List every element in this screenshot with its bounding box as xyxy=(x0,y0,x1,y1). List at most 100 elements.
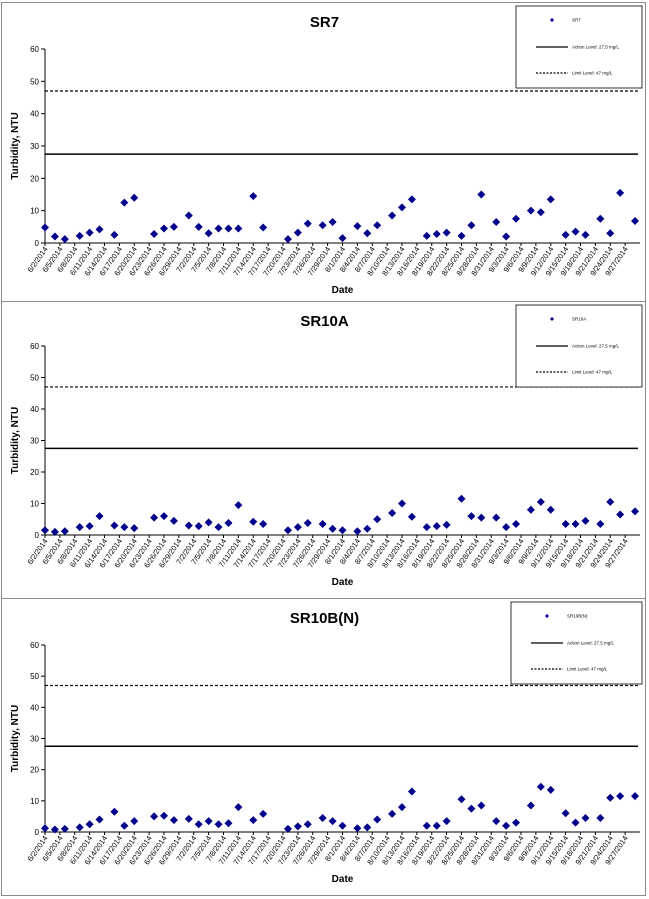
data-point xyxy=(60,235,69,244)
y-tick-label: 50 xyxy=(30,672,39,681)
data-point xyxy=(249,517,258,526)
data-point xyxy=(353,222,362,231)
data-point xyxy=(477,801,486,810)
data-point xyxy=(50,825,59,834)
data-point xyxy=(224,224,233,233)
data-point xyxy=(388,809,397,818)
data-point xyxy=(293,822,302,831)
data-point xyxy=(407,787,416,796)
data-point xyxy=(41,223,49,232)
data-point xyxy=(160,811,168,820)
data-point xyxy=(184,521,193,530)
data-point xyxy=(318,519,327,528)
data-point xyxy=(150,513,159,522)
data-point xyxy=(571,519,580,528)
legend-entry: Action Level: 27.5 mg/L xyxy=(572,344,620,349)
data-point xyxy=(616,188,625,197)
data-point xyxy=(616,792,625,801)
data-point xyxy=(363,823,372,832)
data-point xyxy=(526,206,535,215)
data-point xyxy=(283,824,292,833)
data-point xyxy=(150,229,159,238)
data-point xyxy=(110,230,119,239)
data-point xyxy=(477,190,486,199)
data-point xyxy=(467,221,476,230)
data-point xyxy=(85,522,94,531)
data-point xyxy=(234,501,243,510)
data-point xyxy=(110,521,119,530)
data-point xyxy=(631,507,640,516)
y-tick-label: 40 xyxy=(30,703,39,712)
data-point xyxy=(581,516,590,525)
data-point xyxy=(398,803,406,812)
data-point xyxy=(571,818,580,827)
data-point xyxy=(328,817,337,826)
data-point xyxy=(259,809,268,818)
y-axis-label: Turbidity, NTU xyxy=(10,407,21,474)
data-point xyxy=(259,223,268,232)
y-tick-label: 60 xyxy=(30,641,39,650)
legend-marker xyxy=(545,614,549,618)
y-tick-label: 60 xyxy=(30,45,39,54)
data-point xyxy=(204,229,213,238)
data-point xyxy=(214,820,223,829)
data-point xyxy=(631,217,640,226)
y-tick-label: 10 xyxy=(30,797,39,806)
data-point xyxy=(432,522,441,531)
y-tick-label: 0 xyxy=(35,828,40,837)
data-point xyxy=(373,221,382,230)
data-point xyxy=(502,232,511,241)
data-point xyxy=(60,527,69,536)
data-point xyxy=(214,224,223,233)
data-point xyxy=(512,818,521,827)
legend-entry: Limit Level: 47 mg/L xyxy=(572,370,613,375)
data-point xyxy=(120,198,129,207)
data-point xyxy=(571,227,580,236)
data-point xyxy=(388,508,397,517)
y-tick-label: 40 xyxy=(30,110,39,119)
y-tick-label: 10 xyxy=(30,207,39,216)
legend-entry: Action Level: 27.5 mg/L xyxy=(572,45,620,50)
data-point xyxy=(194,522,203,531)
data-point xyxy=(606,793,615,802)
chart-title: SR10A xyxy=(300,313,349,330)
data-point xyxy=(512,214,521,223)
data-point xyxy=(130,524,139,533)
data-point xyxy=(492,817,501,826)
y-tick-label: 20 xyxy=(30,468,39,477)
data-point xyxy=(259,519,268,528)
y-tick-label: 20 xyxy=(30,766,39,775)
data-point xyxy=(407,195,416,204)
data-point xyxy=(130,817,139,826)
y-tick-label: 50 xyxy=(30,77,39,86)
y-tick-label: 40 xyxy=(30,405,39,414)
data-point xyxy=(41,526,49,535)
data-point xyxy=(328,217,337,226)
data-point xyxy=(561,809,570,818)
data-point xyxy=(318,221,327,230)
y-tick-label: 60 xyxy=(30,342,39,351)
data-point xyxy=(432,821,441,830)
x-axis-label: Date xyxy=(332,874,354,885)
y-tick-label: 0 xyxy=(35,531,40,540)
legend-entry: SR7 xyxy=(572,18,581,23)
data-point xyxy=(184,814,193,823)
y-tick-label: 30 xyxy=(30,437,39,446)
legend-entry: SR10B(N) xyxy=(567,614,588,619)
data-point xyxy=(442,228,451,237)
data-point xyxy=(283,235,292,244)
data-point xyxy=(631,792,640,801)
data-point xyxy=(75,231,84,240)
data-point xyxy=(318,813,327,822)
data-point xyxy=(169,816,178,825)
data-point xyxy=(75,823,84,832)
data-point xyxy=(363,524,372,533)
data-point xyxy=(536,208,545,217)
data-point xyxy=(467,804,476,813)
data-point xyxy=(249,816,258,825)
data-point xyxy=(502,523,511,532)
data-point xyxy=(234,803,243,812)
data-point xyxy=(398,203,406,212)
data-point xyxy=(442,817,451,826)
chart-panel-sr7: SR7 0 10 20 30 40 50 60 Turbidity, NTU 6/2/2014 6/… xyxy=(1,2,646,302)
